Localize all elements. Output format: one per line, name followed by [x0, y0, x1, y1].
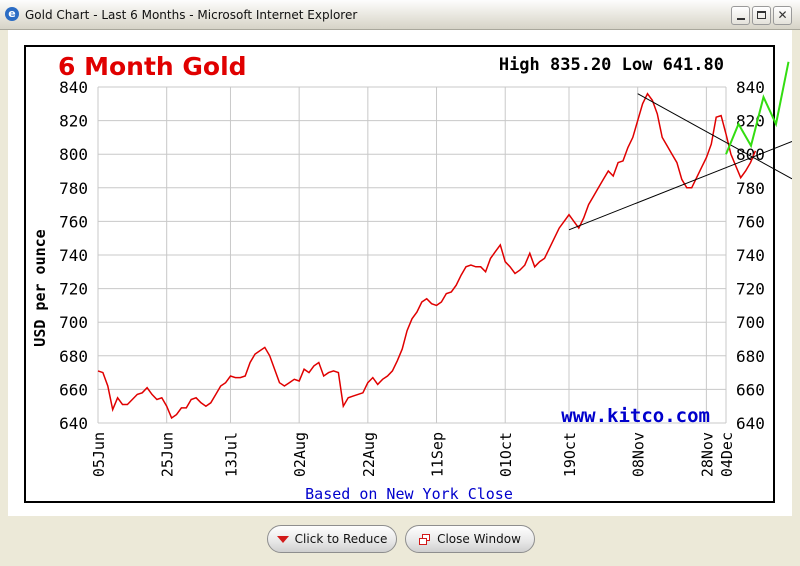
watermark: www.kitco.com [561, 405, 710, 427]
y-tick-label-left: 700 [59, 313, 88, 332]
price-line [97, 92, 757, 420]
arrow-down-icon [276, 535, 289, 543]
y-tick-label-right: 780 [736, 179, 765, 198]
x-axis: 05Jun 25Jun 13Jul 02Aug 22Aug 11Sep 01Oct 19Oct… [90, 432, 736, 477]
x-tick-label: 28Nov [698, 432, 716, 477]
window-icon [419, 533, 431, 545]
x-tick-label: 08Nov [630, 432, 648, 477]
chart-panel: 640 660 680 700 720 740 760 780 800 820 840 640 660… [8, 30, 793, 516]
maximize-icon [757, 11, 766, 19]
maximize-button[interactable] [752, 6, 771, 25]
forecast-line [725, 61, 790, 155]
ie-icon: e [5, 7, 19, 21]
x-tick-label: 13Jul [222, 432, 240, 477]
y-axis-label: USD per ounce [31, 229, 49, 346]
reduce-button[interactable]: Click to Reduce [267, 525, 397, 553]
y-tick-label-left: 800 [59, 145, 88, 164]
y-tick-label-left: 640 [59, 414, 88, 433]
y-tick-label-left: 780 [59, 179, 88, 198]
high-low-label: High 835.20 Low 641.80 [499, 55, 724, 75]
chart-title: 6 Month Gold [58, 52, 247, 81]
x-tick-label: 11Sep [429, 432, 447, 477]
window-title: Gold Chart - Last 6 Months - Microsoft I… [25, 8, 358, 22]
y-axis-left: 640 660 680 700 720 740 760 780 800 820 840 [59, 78, 88, 433]
x-tick-label: 01Oct [497, 432, 515, 477]
close-window-button[interactable]: Close Window [405, 525, 535, 553]
chart-frame [24, 45, 775, 503]
grid-lines [97, 86, 727, 424]
x-tick-label: 25Jun [159, 432, 177, 477]
lower-trendline [568, 141, 793, 231]
y-tick-label-left: 760 [59, 212, 88, 231]
reduce-button-label: Click to Reduce [294, 532, 388, 546]
y-tick-label-right: 640 [736, 414, 765, 433]
y-tick-label-right: 840 [736, 78, 765, 97]
y-tick-label-left: 680 [59, 347, 88, 366]
y-tick-label-right: 720 [736, 280, 765, 299]
minimize-icon [736, 18, 745, 20]
x-axis-label: Based on New York Close [305, 485, 513, 503]
x-tick-label: 02Aug [291, 432, 309, 477]
y-tick-label-left: 820 [59, 112, 88, 131]
y-tick-label-left: 740 [59, 246, 88, 265]
close-button[interactable]: ✕ [773, 6, 792, 25]
y-tick-label-left: 720 [59, 280, 88, 299]
x-tick-label: 19Oct [561, 432, 579, 477]
y-tick-label-right: 680 [736, 347, 765, 366]
y-tick-label-right: 760 [736, 212, 765, 231]
y-tick-label-right: 740 [736, 246, 765, 265]
y-tick-label-right: 660 [736, 380, 765, 399]
y-tick-label-right: 700 [736, 313, 765, 332]
x-tick-label: 05Jun [90, 432, 108, 477]
minimize-button[interactable] [731, 6, 750, 25]
window-titlebar[interactable]: e Gold Chart - Last 6 Months - Microsoft… [0, 0, 800, 30]
y-tick-label-left: 660 [59, 380, 88, 399]
y-tick-label-left: 840 [59, 78, 88, 97]
upper-trendline [637, 93, 793, 180]
gold-chart: 640 660 680 700 720 740 760 780 800 820 840 640 660… [24, 45, 793, 503]
x-tick-label: 22Aug [360, 432, 378, 477]
close-icon: ✕ [777, 8, 788, 22]
x-tick-label: 04Dec [718, 432, 736, 477]
close-window-label: Close Window [437, 532, 521, 546]
